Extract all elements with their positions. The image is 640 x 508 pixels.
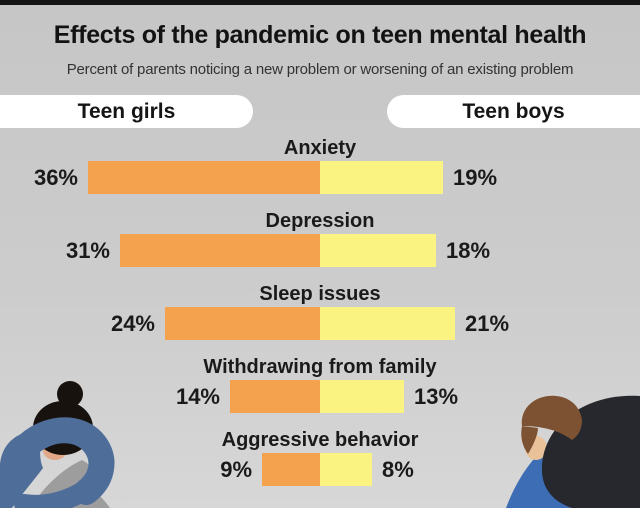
chart-row: Withdrawing from family 14% 13% [0,357,640,413]
girls-value-label: 36% [33,165,78,190]
girls-value-label: 14% [175,384,220,409]
chart-row: Sleep issues 24% 21% [0,284,640,340]
category-label: Withdrawing from family [203,356,437,378]
boys-bar [320,234,436,267]
bar-pair: 36% 19% [0,161,640,194]
diverging-bar-chart: Anxiety 36% 19% Depression 31% 18% Sleep issue… [0,138,640,503]
chart-row: Aggressive behavior 9% 8% [0,430,640,486]
boys-value-label: 19% [453,165,498,190]
girls-value-label: 24% [110,311,155,336]
top-border-strip [0,0,640,5]
sad-girl-illustration [0,381,115,508]
bar-pair: 24% 21% [0,307,640,340]
boys-value-label: 21% [465,311,510,336]
category-label: Sleep issues [259,283,381,305]
girls-bar [120,234,320,267]
girls-bar [230,380,320,413]
legend-teen-boys-label: Teen boys [462,99,565,123]
bar-pair: 9% 8% [0,453,640,486]
chart-row: Depression 31% 18% [0,211,640,267]
category-label: Depression [265,210,375,232]
page-subtitle: Percent of parents noticing a new proble… [66,61,574,78]
category-label: Anxiety [283,137,357,159]
boys-value-label: 8% [382,457,414,482]
boys-bar [320,453,372,486]
boys-bar [320,307,455,340]
bar-pair: 31% 18% [0,234,640,267]
legend-teen-girls-label: Teen girls [77,99,176,123]
girls-value-label: 31% [65,238,110,263]
chart-row: Anxiety 36% 19% [0,138,640,194]
sad-boy-illustration [506,395,640,508]
boys-value-label: 18% [446,238,491,263]
bar-pair: 14% 13% [0,380,640,413]
girls-bar [262,453,320,486]
girls-value-label: 9% [220,457,252,482]
boys-bar [320,161,443,194]
legend-teen-girls: Teen girls [0,95,253,128]
legend-teen-boys: Teen boys [387,95,640,128]
page-title: Effects of the pandemic on teen mental h… [53,21,587,49]
boys-value-label: 13% [414,384,459,409]
girls-bar [88,161,320,194]
category-label: Aggressive behavior [221,429,419,451]
girls-bar [165,307,320,340]
boys-bar [320,380,404,413]
